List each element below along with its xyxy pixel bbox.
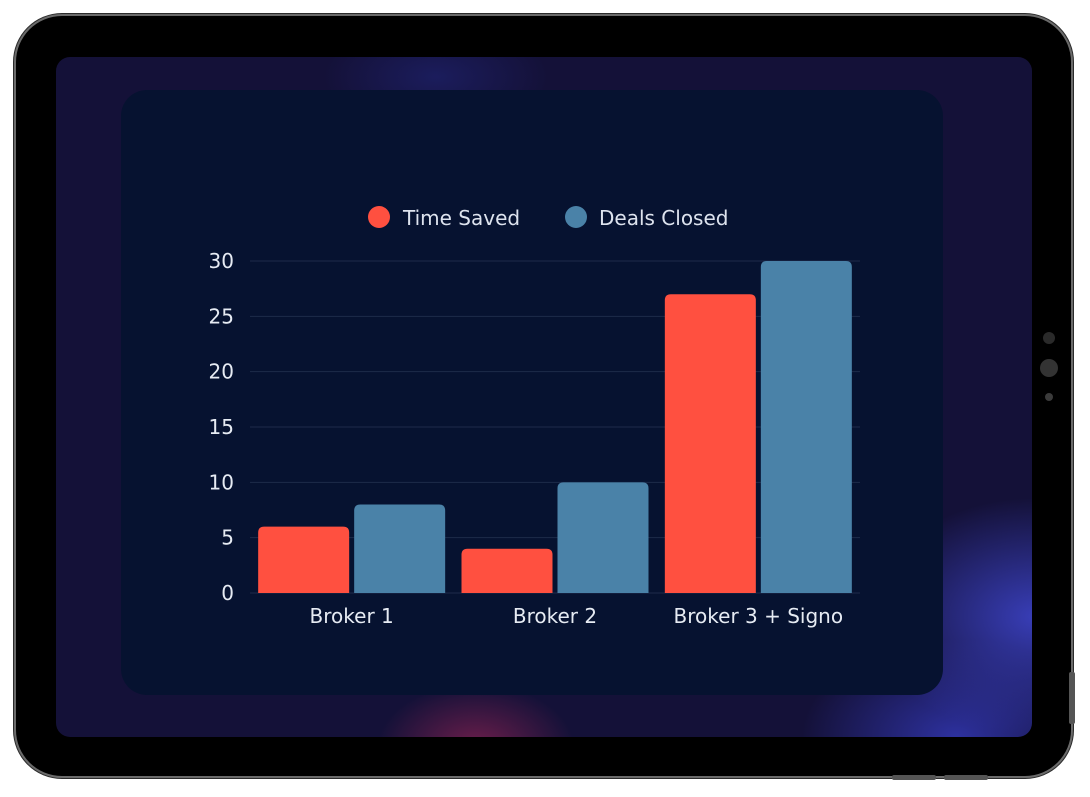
bar-deals-closed-3 [760, 261, 852, 593]
sensor-dot [1043, 332, 1055, 344]
bar-deals-closed-2 [557, 482, 649, 593]
x-tick-label: Broker 2 [513, 604, 597, 628]
y-tick-label: 15 [209, 415, 234, 439]
bar-time-saved-3 [664, 294, 756, 593]
y-tick-label: 20 [209, 360, 234, 384]
y-tick-label: 30 [209, 249, 234, 273]
y-tick-label: 0 [221, 581, 234, 605]
gridlines [250, 260, 860, 594]
y-tick-label: 10 [209, 470, 234, 494]
camera-icon [1040, 359, 1058, 377]
bars [258, 261, 852, 593]
tablet-screen [56, 57, 1032, 737]
legend: Time Saved Deals Closed [368, 206, 728, 230]
legend-swatch-time-saved [368, 206, 390, 228]
bar-time-saved-2 [461, 548, 553, 593]
y-tick-label: 25 [209, 304, 234, 328]
legend-label-time-saved: Time Saved [402, 206, 520, 230]
legend-swatch-deals-closed [565, 206, 587, 228]
bar-deals-closed-1 [354, 504, 446, 593]
x-axis: Broker 1 Broker 2 Broker 3 + Signo [310, 604, 844, 628]
sensor-dot [1045, 393, 1053, 401]
y-tick-label: 5 [221, 526, 234, 550]
bar-time-saved-1 [258, 526, 350, 593]
side-button [1069, 672, 1075, 724]
legend-label-deals-closed: Deals Closed [599, 206, 728, 230]
x-tick-label: Broker 3 + Signo [674, 604, 844, 628]
volume-button [892, 775, 936, 780]
volume-button [944, 775, 988, 780]
y-axis: 0 5 10 15 20 25 30 [209, 249, 234, 605]
x-tick-label: Broker 1 [310, 604, 394, 628]
